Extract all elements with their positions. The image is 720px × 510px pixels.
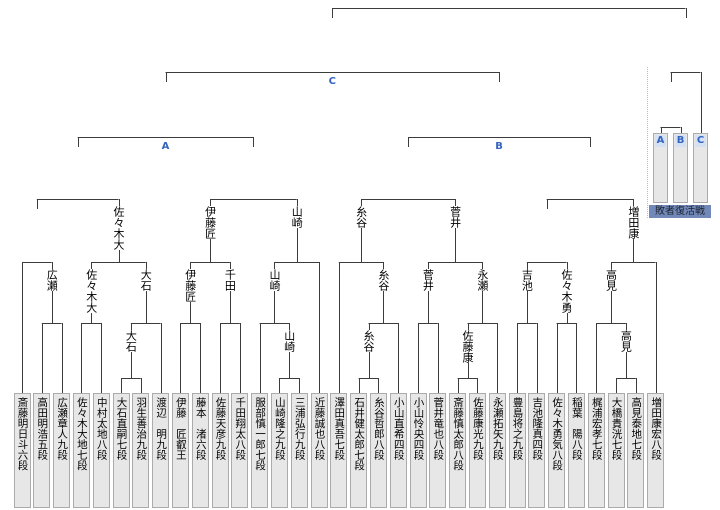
section-divider	[647, 67, 648, 218]
